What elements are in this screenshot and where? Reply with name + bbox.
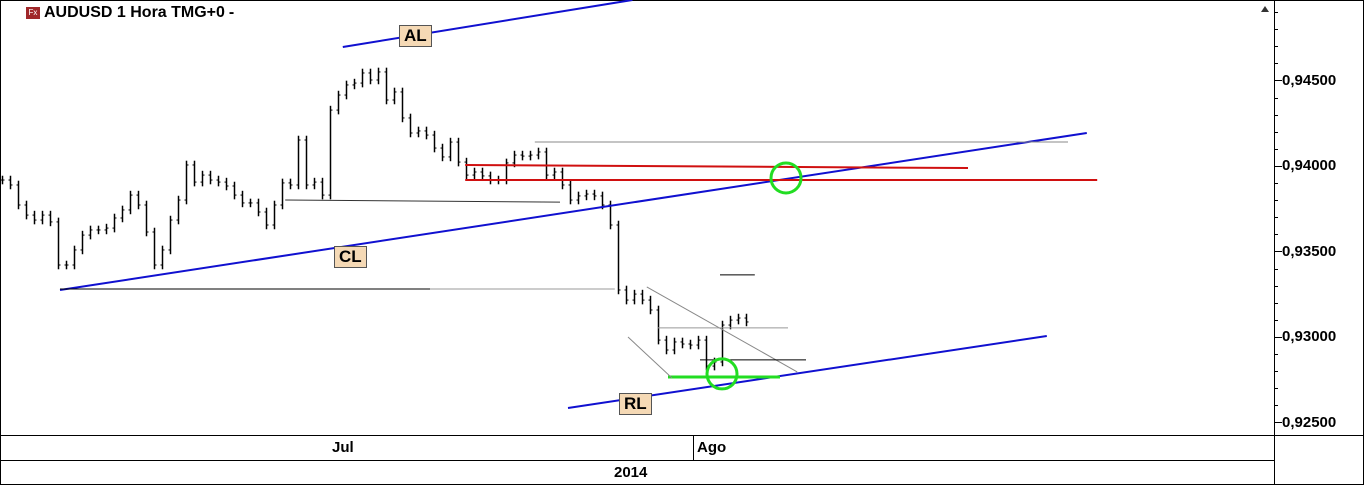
- wedge-lower: [627, 336, 673, 379]
- cl-trendline: [59, 132, 1087, 291]
- y-tick-label: 0,92500: [1282, 414, 1337, 431]
- year-label: 2014: [614, 464, 648, 481]
- green-circle-cross: [769, 161, 803, 195]
- chart-title[interactable]: Fx AUDUSD 1 Hora TMG+0 -: [26, 4, 234, 22]
- support-line: [285, 199, 561, 203]
- symbol-title: AUDUSD 1 Hora TMG+0: [44, 4, 225, 21]
- y-tick-label: 0,93000: [1282, 328, 1337, 345]
- wedge-upper: [646, 286, 798, 373]
- y-tick-label: 0,94000: [1282, 157, 1337, 174]
- scroll-top-icon: [1261, 6, 1269, 12]
- upper-channel-line: [342, 0, 633, 48]
- y-tick-label: 0,94500: [1282, 72, 1337, 89]
- x-label-ago: Ago: [697, 439, 727, 456]
- dropdown-icon[interactable]: -: [228, 4, 235, 21]
- label-al[interactable]: AL: [399, 25, 432, 47]
- y-tick-label: 0,93500: [1282, 243, 1337, 260]
- label-cl[interactable]: CL: [334, 246, 367, 268]
- green-circle-low: [705, 357, 739, 391]
- red-resistance-upper: [465, 163, 969, 170]
- x-label-jul: Jul: [332, 439, 354, 456]
- fx-icon: Fx: [26, 7, 40, 19]
- label-rl[interactable]: RL: [619, 393, 652, 415]
